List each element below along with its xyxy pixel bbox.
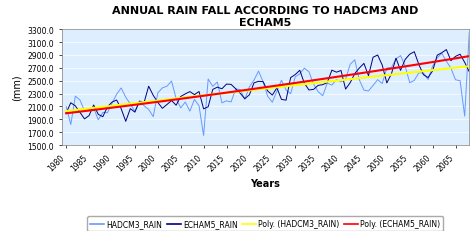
Title: ANNUAL RAIN FALL ACCORDING TO HADCM3 AND
ECHAM5: ANNUAL RAIN FALL ACCORDING TO HADCM3 AND…: [112, 6, 419, 28]
Y-axis label: (mm): (mm): [12, 75, 22, 101]
X-axis label: Years: Years: [250, 179, 281, 188]
Legend: HADCM3_RAIN, ECHAM5_RAIN, Poly. (HADCM3_RAIN), Poly. (ECHAM5_RAIN): HADCM3_RAIN, ECHAM5_RAIN, Poly. (HADCM3_…: [87, 216, 444, 231]
